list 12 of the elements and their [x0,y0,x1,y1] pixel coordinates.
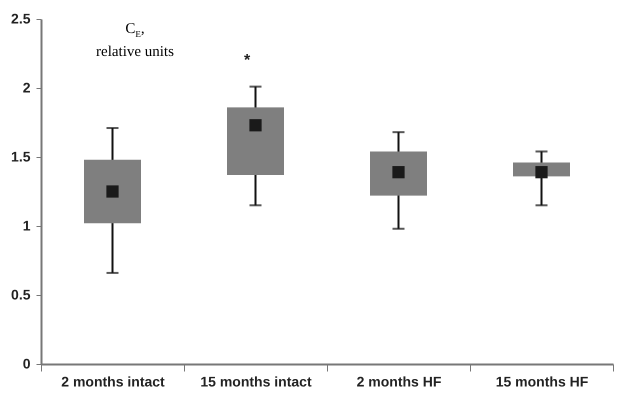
x-tick-label: 15 months HF [496,374,589,390]
x-tick-label: 15 months intact [200,374,312,390]
annotation: * [244,52,250,70]
y-tick-label: 0.5 [11,286,31,302]
y-axis-title: C$_{E}$, relative units [95,20,175,61]
y-tick-label: 2 [22,80,31,96]
y-tick-label: 1.5 [11,148,31,164]
y-tick-label: 0 [22,356,31,372]
y-tick-label: 2.5 [11,10,31,26]
x-tick-label: 2 months intact [61,374,166,390]
x-tick-label: 2 months HF [356,374,442,390]
y-tick-label: 1 [22,218,31,234]
